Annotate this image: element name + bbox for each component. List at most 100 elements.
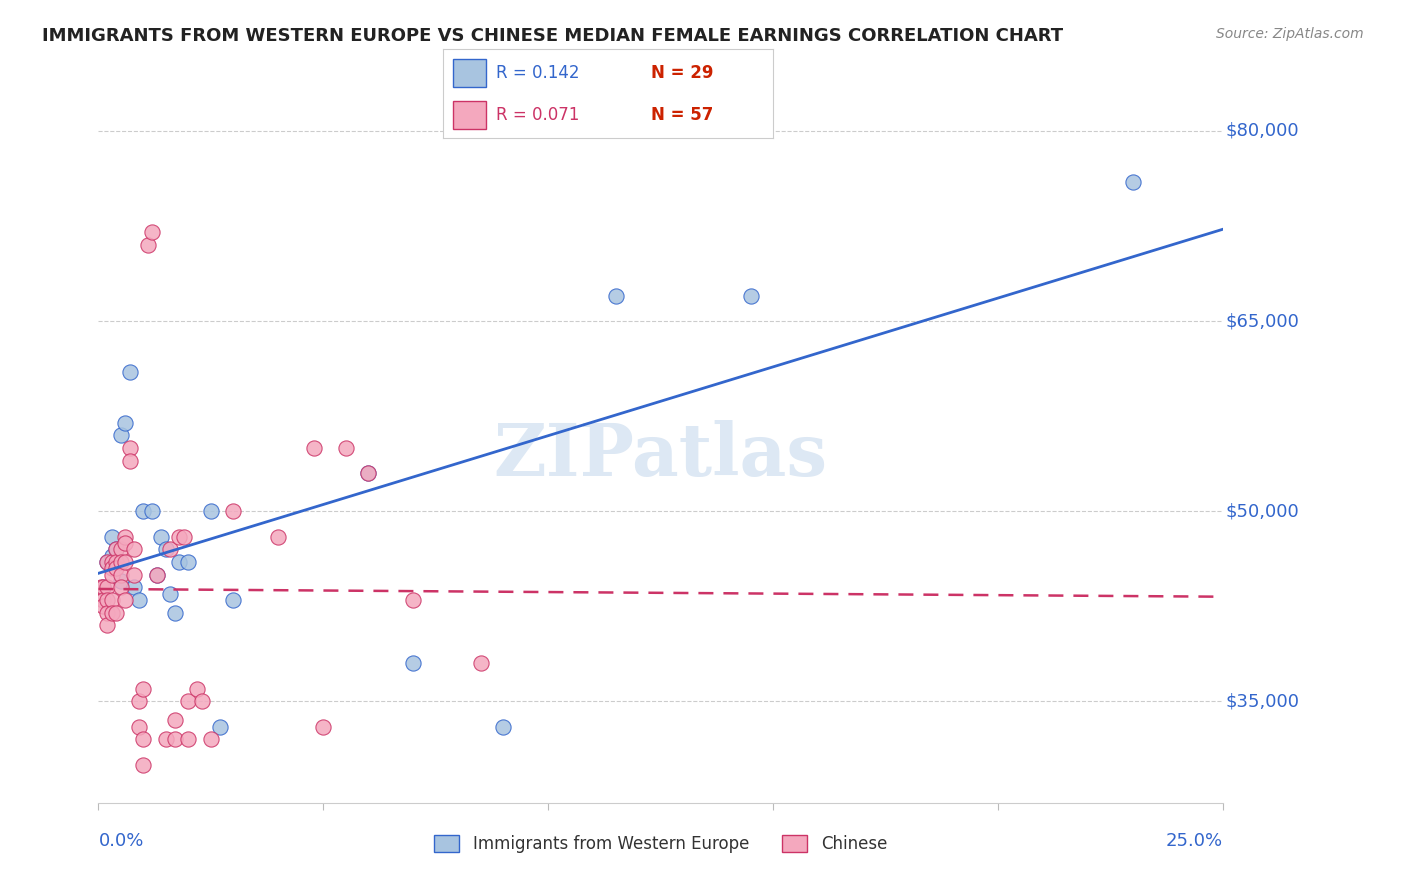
Bar bbox=[453, 59, 486, 87]
Text: Source: ZipAtlas.com: Source: ZipAtlas.com bbox=[1216, 27, 1364, 41]
Point bbox=[128, 720, 150, 734]
Text: $65,000: $65,000 bbox=[1226, 312, 1299, 330]
Text: 0.0%: 0.0% bbox=[98, 831, 143, 850]
Text: $80,000: $80,000 bbox=[1226, 122, 1299, 140]
Point bbox=[96, 555, 118, 569]
Point bbox=[132, 757, 155, 772]
Point bbox=[114, 536, 136, 550]
Point bbox=[470, 657, 492, 671]
Point bbox=[335, 441, 357, 455]
Point bbox=[105, 561, 128, 575]
Point bbox=[91, 593, 114, 607]
Point bbox=[110, 428, 132, 442]
Point bbox=[105, 606, 128, 620]
Point bbox=[150, 530, 173, 544]
Point bbox=[146, 567, 169, 582]
Point bbox=[155, 542, 177, 557]
Text: $35,000: $35,000 bbox=[1226, 692, 1299, 710]
Point bbox=[110, 555, 132, 569]
Point bbox=[740, 289, 762, 303]
Text: N = 29: N = 29 bbox=[651, 64, 714, 82]
Text: $50,000: $50,000 bbox=[1226, 502, 1299, 520]
Point bbox=[304, 441, 326, 455]
Point bbox=[312, 720, 335, 734]
Point bbox=[492, 720, 515, 734]
Point bbox=[114, 593, 136, 607]
Point bbox=[114, 530, 136, 544]
Point bbox=[105, 542, 128, 557]
Point bbox=[101, 567, 124, 582]
Point bbox=[124, 580, 146, 594]
Point bbox=[114, 555, 136, 569]
Text: 25.0%: 25.0% bbox=[1166, 831, 1223, 850]
Point bbox=[101, 593, 124, 607]
Point bbox=[96, 580, 118, 594]
Point bbox=[163, 606, 186, 620]
Point bbox=[101, 555, 124, 569]
Point bbox=[128, 694, 150, 708]
Point bbox=[177, 694, 200, 708]
Point bbox=[200, 504, 222, 518]
Point bbox=[118, 441, 141, 455]
Point bbox=[132, 732, 155, 747]
Text: N = 57: N = 57 bbox=[651, 106, 713, 124]
Point bbox=[357, 467, 380, 481]
Point bbox=[105, 555, 128, 569]
Point bbox=[110, 542, 132, 557]
Point bbox=[141, 504, 163, 518]
Point bbox=[208, 720, 231, 734]
Bar bbox=[453, 101, 486, 129]
Point bbox=[222, 504, 245, 518]
Point bbox=[402, 593, 425, 607]
Point bbox=[110, 574, 132, 588]
Point bbox=[118, 453, 141, 467]
Point bbox=[114, 416, 136, 430]
Point bbox=[124, 567, 146, 582]
Point bbox=[159, 587, 181, 601]
Point bbox=[91, 580, 114, 594]
Point bbox=[605, 289, 627, 303]
Point bbox=[132, 504, 155, 518]
Text: ZIPatlas: ZIPatlas bbox=[494, 420, 828, 491]
Point bbox=[96, 618, 118, 632]
Legend: Immigrants from Western Europe, Chinese: Immigrants from Western Europe, Chinese bbox=[427, 828, 894, 860]
Point bbox=[124, 542, 146, 557]
Point bbox=[91, 580, 114, 594]
Point bbox=[110, 580, 132, 594]
Point bbox=[105, 542, 128, 557]
Point bbox=[110, 567, 132, 582]
Text: IMMIGRANTS FROM WESTERN EUROPE VS CHINESE MEDIAN FEMALE EARNINGS CORRELATION CHA: IMMIGRANTS FROM WESTERN EUROPE VS CHINES… bbox=[42, 27, 1063, 45]
Point bbox=[222, 593, 245, 607]
Point bbox=[169, 555, 191, 569]
Point bbox=[101, 549, 124, 563]
Point bbox=[177, 732, 200, 747]
Point bbox=[357, 467, 380, 481]
Point bbox=[163, 732, 186, 747]
Point bbox=[90, 580, 112, 594]
Point bbox=[96, 606, 118, 620]
Point bbox=[200, 732, 222, 747]
Point bbox=[101, 561, 124, 575]
Point bbox=[155, 732, 177, 747]
Point bbox=[118, 365, 141, 379]
Point bbox=[186, 681, 208, 696]
Point bbox=[96, 593, 118, 607]
Point bbox=[267, 530, 290, 544]
Point bbox=[96, 555, 118, 569]
Point bbox=[159, 542, 181, 557]
Text: R = 0.071: R = 0.071 bbox=[496, 106, 579, 124]
Text: R = 0.142: R = 0.142 bbox=[496, 64, 579, 82]
Point bbox=[101, 606, 124, 620]
Point bbox=[169, 530, 191, 544]
Point bbox=[163, 714, 186, 728]
Point bbox=[128, 593, 150, 607]
Point bbox=[141, 226, 163, 240]
Point bbox=[132, 681, 155, 696]
Point bbox=[101, 530, 124, 544]
Point bbox=[146, 567, 169, 582]
Point bbox=[177, 555, 200, 569]
Point bbox=[136, 238, 159, 252]
Point bbox=[173, 530, 195, 544]
Point bbox=[191, 694, 214, 708]
Point bbox=[1122, 175, 1144, 189]
